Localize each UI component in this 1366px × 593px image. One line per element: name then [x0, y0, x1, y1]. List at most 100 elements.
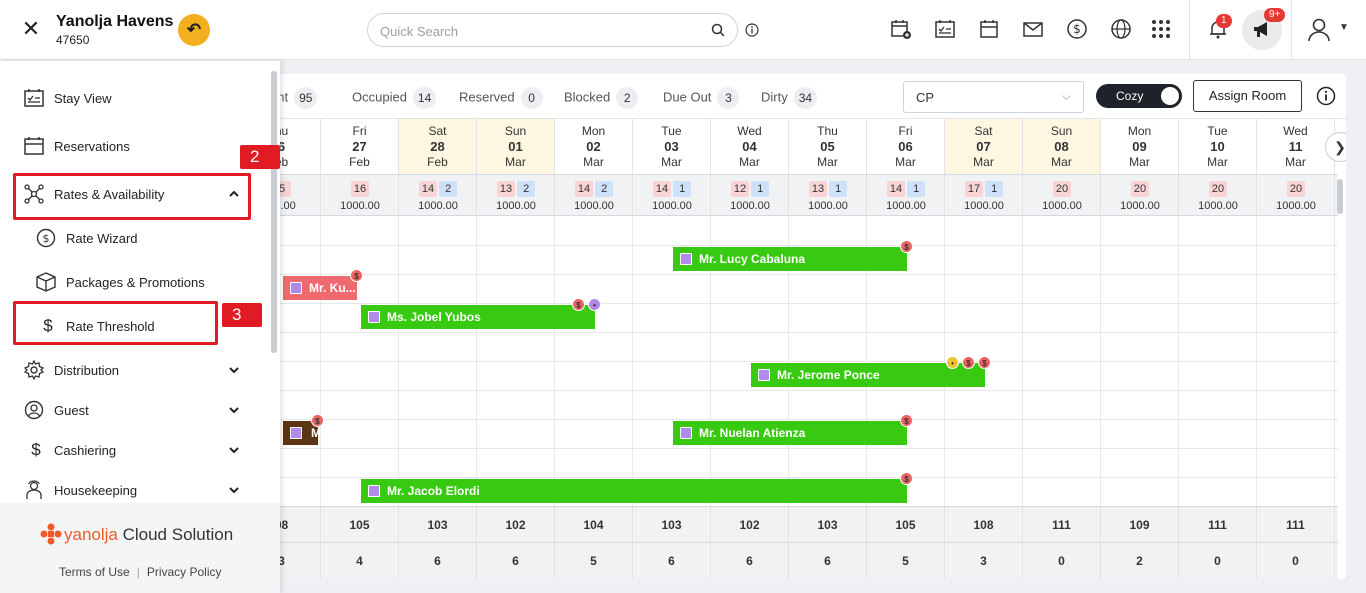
availability-cell[interactable]: 14 2 1000.00 — [555, 175, 633, 217]
step-callout-3: 3 — [222, 303, 262, 327]
dollar-circle-icon[interactable]: $ — [1066, 18, 1088, 40]
terms-link[interactable]: Terms of Use — [59, 565, 130, 579]
meal-plan-select[interactable]: CP ⌵ — [903, 81, 1084, 113]
sidebar-item-stay-view[interactable]: Stay View — [0, 80, 270, 116]
cozy-view-toggle[interactable]: Cozy — [1096, 84, 1182, 108]
brand-suffix: Cloud Solution — [117, 525, 234, 544]
date-column-header[interactable]: Wed 04 Mar — [711, 119, 789, 174]
stat-label: Occupied — [352, 89, 407, 105]
header-divider — [1291, 0, 1292, 60]
user-icon[interactable] — [1306, 16, 1332, 42]
info-icon[interactable] — [1316, 86, 1336, 106]
stat-occupied[interactable]: Occupied 14 — [352, 87, 437, 109]
globe-icon[interactable] — [1110, 18, 1132, 40]
date-column-header[interactable]: Tue 10 Mar — [1179, 119, 1257, 174]
reservation-bar[interactable]: Mr. Nuelan Atienza $ — [673, 414, 913, 445]
close-icon[interactable]: ✕ — [21, 16, 41, 41]
sidebar-item-distribution[interactable]: Distribution — [0, 352, 270, 388]
date-column-header[interactable]: Fri 06 Mar — [867, 119, 945, 174]
sidebar-item-housekeeping[interactable]: Housekeeping — [0, 472, 270, 508]
calendar-add-icon[interactable] — [890, 18, 912, 40]
date-column-header[interactable]: Wed 11 Mar — [1257, 119, 1335, 174]
stat-due-out[interactable]: Due Out 3 — [663, 87, 740, 109]
reservation-bar[interactable]: Mr. Jacob Elordi $ — [361, 472, 913, 503]
apps-grid-icon[interactable] — [1150, 18, 1172, 40]
sidebar-item-rate-wizard[interactable]: $ Rate Wizard — [0, 220, 270, 256]
stat-count: 2 — [616, 87, 639, 109]
availability-cell[interactable]: 12 1 1000.00 — [711, 175, 789, 217]
sidebar-item-rate-threshold[interactable]: $ Rate Threshold — [0, 308, 270, 344]
reservation-bar[interactable]: Mr. Ku... $ — [283, 269, 363, 300]
availability-cell[interactable]: 14 1 1000.00 — [867, 175, 945, 217]
vertical-scrollbar[interactable] — [1337, 179, 1343, 214]
total-cell: 6 — [477, 543, 555, 579]
stat-dirty[interactable]: Dirty 34 — [761, 87, 818, 109]
availability-badges: 14 2 — [555, 180, 633, 197]
sidebar-scrollbar[interactable] — [271, 71, 277, 353]
sidebar-item-reservations[interactable]: Reservations — [0, 128, 270, 164]
grid-row-line — [0, 361, 1338, 362]
rate-price: 1000.00 — [886, 200, 926, 212]
sidebar-item-label: Packages & Promotions — [66, 275, 205, 290]
privacy-link[interactable]: Privacy Policy — [146, 565, 222, 579]
sidebar-item-packages-promotions[interactable]: Packages & Promotions — [0, 264, 270, 300]
search-icon[interactable] — [711, 23, 725, 37]
blocked-count-badge: 1 — [829, 181, 848, 197]
availability-cell[interactable]: 20 1000.00 — [1257, 175, 1335, 217]
assign-room-button[interactable]: Assign Room — [1193, 80, 1302, 112]
availability-badges: 17 1 — [945, 180, 1023, 197]
availability-cell[interactable]: 16 1000.00 — [321, 175, 399, 217]
search-input[interactable] — [380, 22, 700, 40]
sidebar-item-cashiering[interactable]: $ Cashiering — [0, 432, 270, 468]
day-of-week: Wed — [1283, 124, 1308, 138]
total-cell: 0 — [1179, 543, 1257, 579]
step-callout-2: 2 — [240, 145, 280, 169]
date-column-header[interactable]: Mon 09 Mar — [1101, 119, 1179, 174]
date-column-header[interactable]: Mon 02 Mar — [555, 119, 633, 174]
total-cell: 6 — [789, 543, 867, 579]
blocked-count-badge: 2 — [517, 181, 536, 197]
availability-cell[interactable]: 13 1 1000.00 — [789, 175, 867, 217]
date-column-header[interactable]: Sat 07 Mar — [945, 119, 1023, 174]
stat-label: Blocked — [564, 89, 611, 105]
date-column-header[interactable]: Sun 08 Mar — [1023, 119, 1101, 174]
reservation-bar[interactable]: Mr. Lucy Cabaluna $ — [673, 240, 913, 271]
availability-cell[interactable]: 20 1000.00 — [1179, 175, 1257, 217]
reservation-bar[interactable]: Ms. Jobel Yubos $ • — [361, 298, 601, 329]
guest-icon: • — [588, 298, 601, 311]
reservation-bar[interactable]: Mr. Jerome Ponce • $ $ — [751, 356, 991, 387]
yanolja-logo-icon — [40, 523, 62, 545]
sidebar-item-guest[interactable]: Guest — [0, 392, 270, 428]
stat-reserved[interactable]: Reserved 0 — [459, 87, 543, 109]
date-column-header[interactable]: Tue 03 Mar — [633, 119, 711, 174]
info-icon[interactable] — [745, 23, 759, 37]
total-cell: 6 — [399, 543, 477, 579]
calendar-icon[interactable] — [978, 18, 1000, 40]
stat-blocked[interactable]: Blocked 2 — [564, 87, 639, 109]
availability-badges: 13 2 — [477, 180, 555, 197]
availability-cell[interactable]: 20 1000.00 — [1023, 175, 1101, 217]
date-column-header[interactable]: Thu 05 Mar — [789, 119, 867, 174]
day-of-week: Wed — [737, 124, 762, 138]
guest-name: M — [311, 426, 321, 440]
date-column-header[interactable]: Fri 27 Feb — [321, 119, 399, 174]
availability-cell[interactable]: 20 1000.00 — [1101, 175, 1179, 217]
separator: | — [136, 565, 140, 579]
availability-badges: 12 1 — [711, 180, 789, 197]
next-dates-button[interactable]: ❯ — [1325, 132, 1346, 162]
date-column-header[interactable]: Sat 28 Feb — [399, 119, 477, 174]
undo-icon[interactable]: ↶ — [178, 14, 210, 46]
rate-price: 1000.00 — [574, 200, 614, 212]
availability-cell[interactable]: 17 1 1000.00 — [945, 175, 1023, 217]
availability-cell[interactable]: 14 2 1000.00 — [399, 175, 477, 217]
chevron-up-icon — [229, 190, 239, 197]
availability-cell[interactable]: 14 1 1000.00 — [633, 175, 711, 217]
calendar-check-icon[interactable] — [934, 18, 956, 40]
availability-cell[interactable]: 13 2 1000.00 — [477, 175, 555, 217]
availability-badges: 13 1 — [789, 180, 867, 197]
mail-icon[interactable] — [1022, 18, 1044, 40]
sidebar-item-rates-availability[interactable]: Rates & Availability — [0, 176, 270, 212]
chevron-down-icon[interactable]: ▼ — [1339, 22, 1349, 33]
date-column-header[interactable]: Sun 01 Mar — [477, 119, 555, 174]
reservation-bar[interactable]: M $ — [283, 414, 324, 445]
